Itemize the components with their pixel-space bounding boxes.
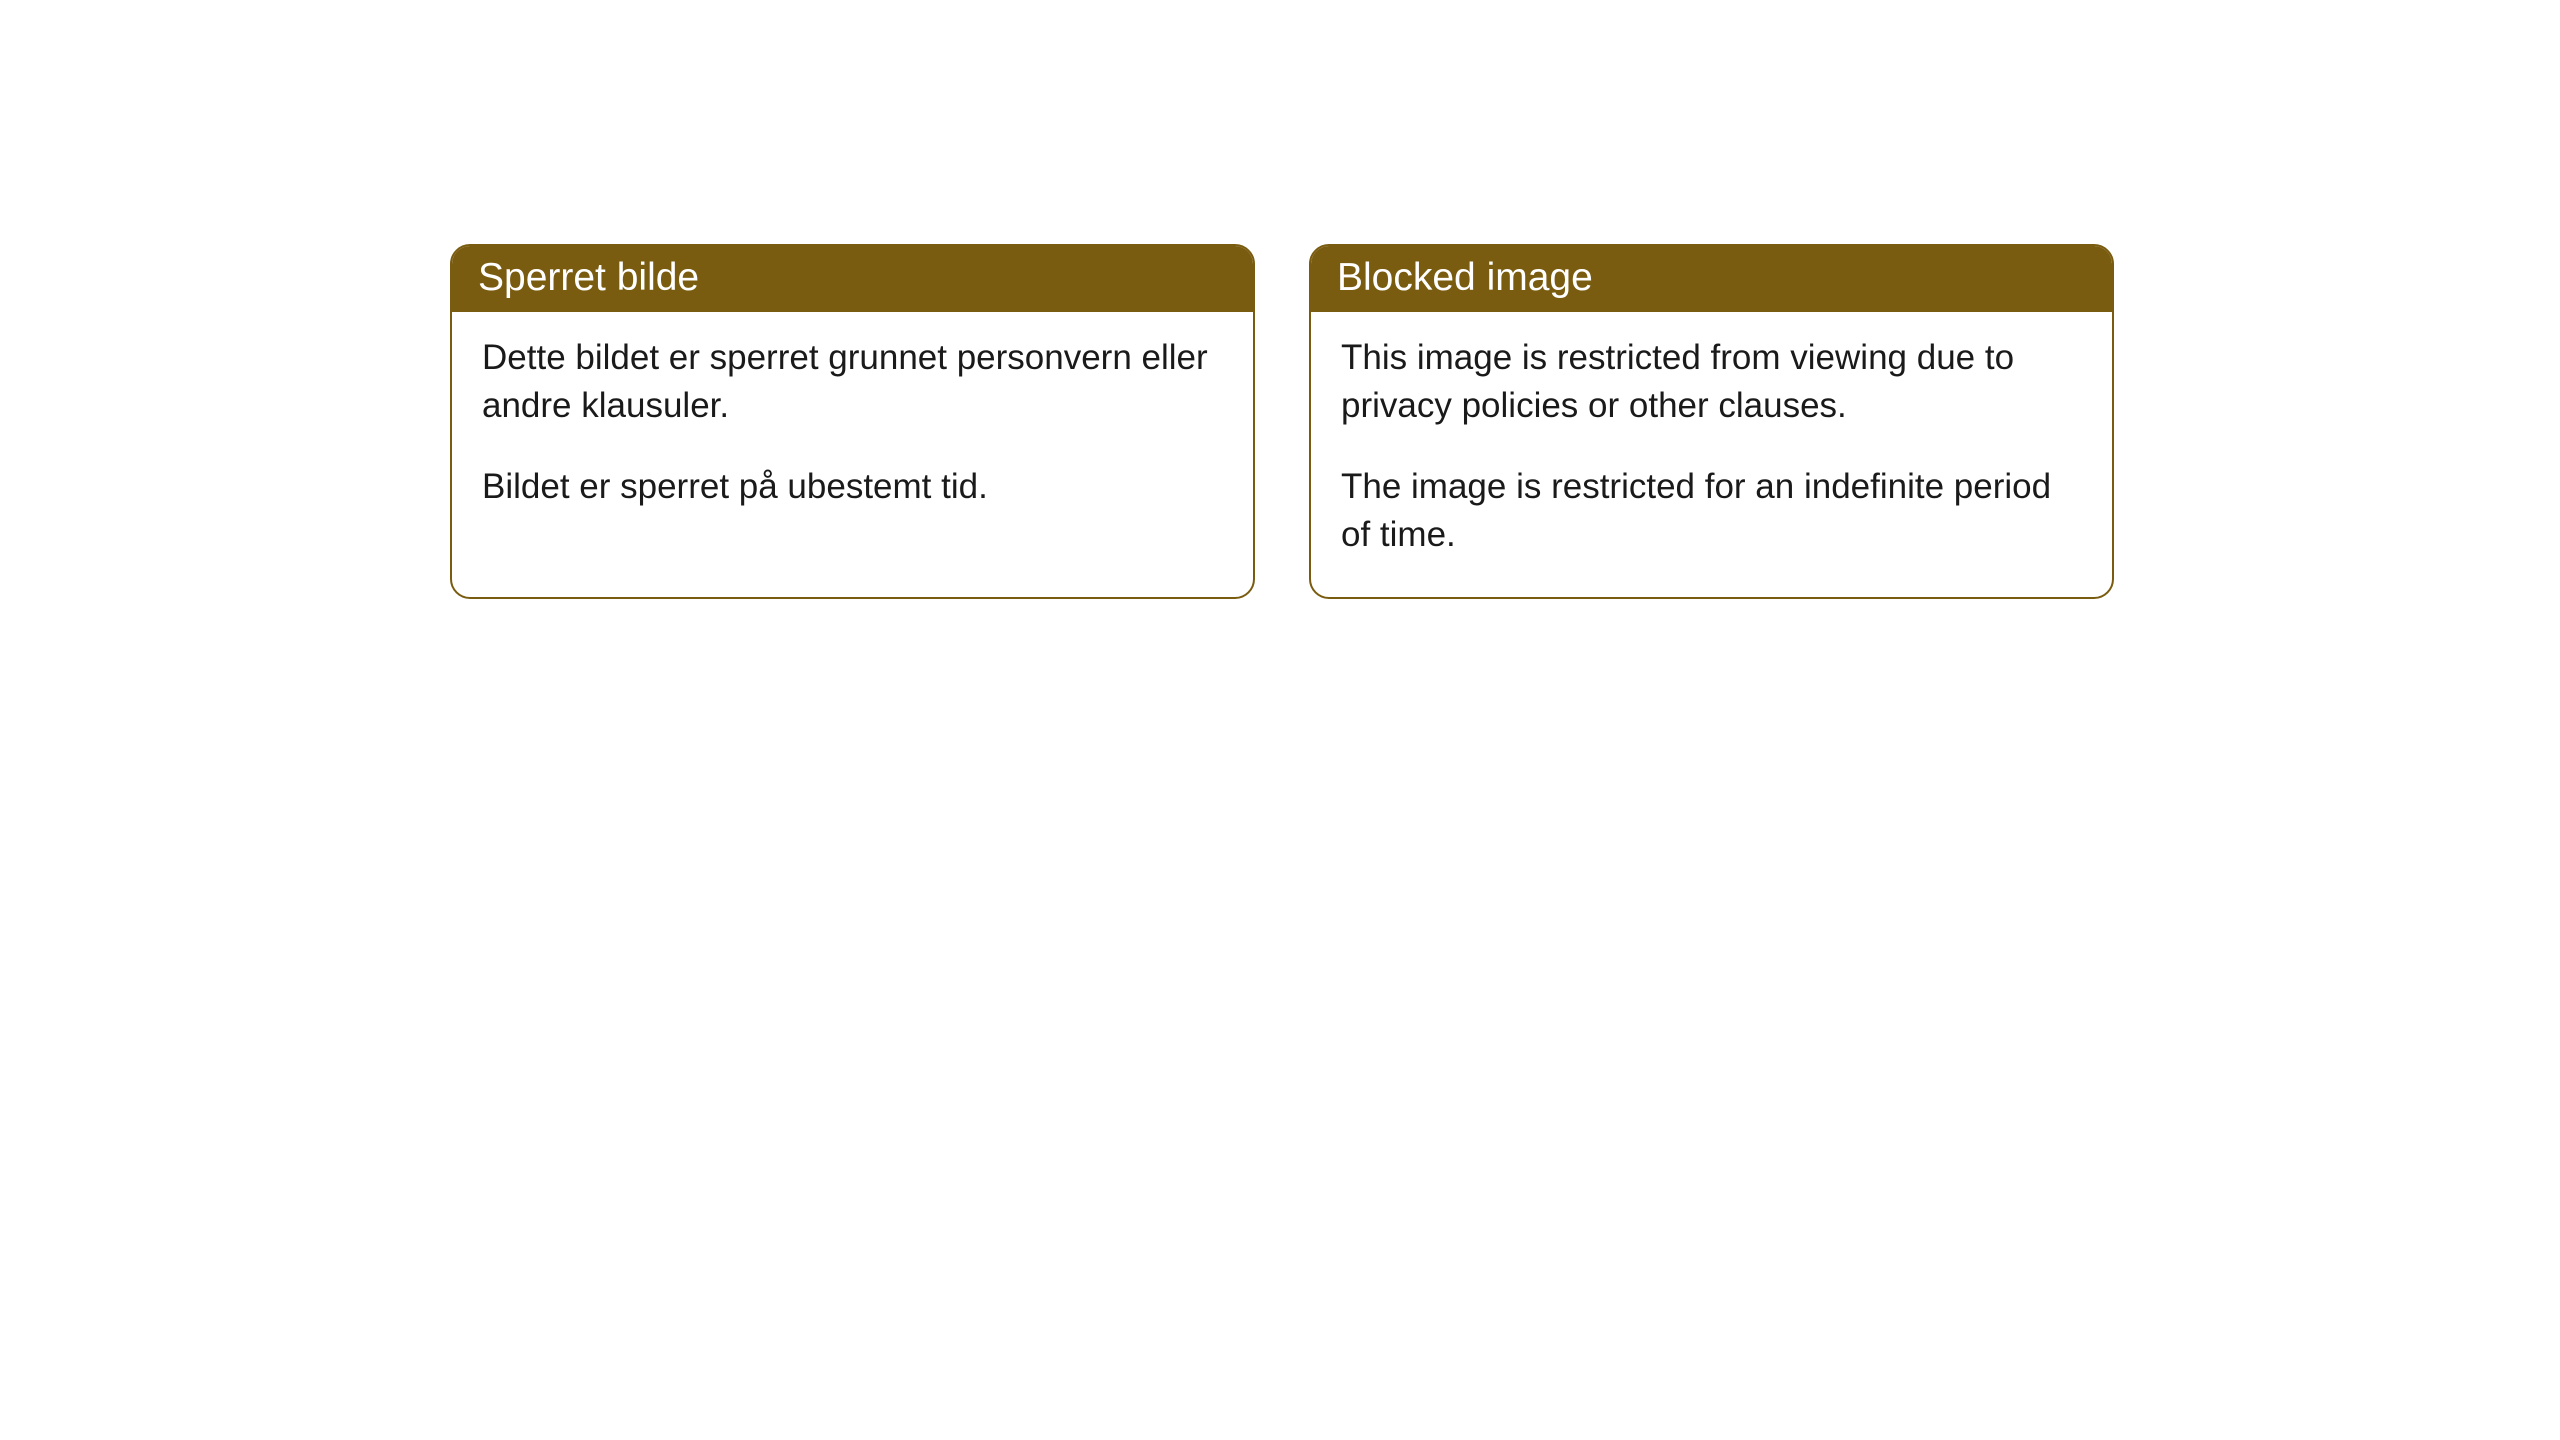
- card-paragraph1-english: This image is restricted from viewing du…: [1341, 334, 2082, 431]
- card-header-english: Blocked image: [1311, 246, 2112, 312]
- card-title-english: Blocked image: [1337, 256, 1593, 299]
- card-title-norwegian: Sperret bilde: [478, 256, 699, 299]
- card-paragraph1-norwegian: Dette bildet er sperret grunnet personve…: [482, 334, 1223, 431]
- blocked-image-card-english: Blocked image This image is restricted f…: [1309, 244, 2114, 599]
- card-body-norwegian: Dette bildet er sperret grunnet personve…: [452, 312, 1253, 549]
- cards-container: Sperret bilde Dette bildet er sperret gr…: [450, 244, 2114, 599]
- card-paragraph2-norwegian: Bildet er sperret på ubestemt tid.: [482, 463, 1223, 511]
- blocked-image-card-norwegian: Sperret bilde Dette bildet er sperret gr…: [450, 244, 1255, 599]
- card-body-english: This image is restricted from viewing du…: [1311, 312, 2112, 597]
- card-paragraph2-english: The image is restricted for an indefinit…: [1341, 463, 2082, 560]
- card-header-norwegian: Sperret bilde: [452, 246, 1253, 312]
